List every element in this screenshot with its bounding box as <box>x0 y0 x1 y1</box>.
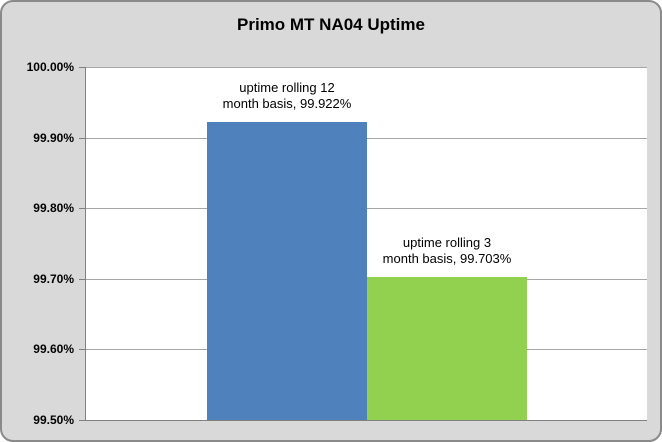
y-axis-tick-label: 99.80% <box>33 201 74 215</box>
y-axis-tick-mark <box>79 208 85 209</box>
y-axis-tick-label: 99.90% <box>33 131 74 145</box>
y-axis-tick-label: 100.00% <box>26 60 74 74</box>
bar-data-label-line: uptime rolling 3 <box>402 235 492 250</box>
bar-data-label-line: month basis, 99.703% <box>382 251 512 266</box>
y-axis-tick-label: 99.60% <box>33 342 74 356</box>
bar-data-label-line: month basis, 99.922% <box>222 96 352 111</box>
bar-uptime-rolling-12-month[interactable] <box>207 122 367 420</box>
bar-data-label: uptime rolling 12 month basis, 99.922% <box>223 80 352 112</box>
y-axis-tick-mark <box>79 420 85 421</box>
y-axis-tick-mark <box>79 138 85 139</box>
chart-title: Primo MT NA04 Uptime <box>237 15 425 34</box>
y-axis-tick-mark <box>79 279 85 280</box>
bar-uptime-rolling-3-month[interactable] <box>367 277 527 420</box>
bar-data-label-line: uptime rolling 12 <box>239 80 335 95</box>
y-axis-tick-label: 99.70% <box>33 272 74 286</box>
bar-data-label: uptime rolling 3 month basis, 99.703% <box>383 235 512 267</box>
plot-area: uptime rolling 12 month basis, 99.922% upt… <box>85 67 647 421</box>
gridline <box>86 67 647 68</box>
y-axis-tick-label: 99.50% <box>33 413 74 427</box>
y-axis-tick-mark <box>79 349 85 350</box>
y-axis-tick-mark <box>79 67 85 68</box>
